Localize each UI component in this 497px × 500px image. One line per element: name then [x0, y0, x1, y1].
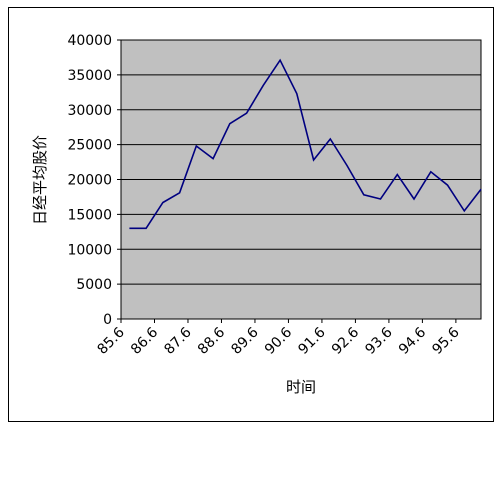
y-tick-label: 15000 [67, 207, 112, 223]
y-tick-label: 5000 [76, 277, 112, 293]
y-axis-ticks: 0 5000 10000 15000 20000 25000 30000 35000 40000 [67, 33, 121, 328]
x-axis-title: 时间 [286, 378, 316, 396]
series-line [129, 58, 482, 230]
y-tick-label: 10000 [67, 242, 112, 258]
y-tick-label: 40000 [67, 33, 112, 49]
y-tick-label: 0 [103, 312, 112, 328]
y-tick-label: 35000 [67, 68, 112, 84]
y-axis-title: 日经平均股价 [31, 135, 49, 225]
y-tick-label: 30000 [67, 103, 112, 119]
gridlines [121, 74, 481, 285]
y-tick-label: 25000 [67, 138, 112, 154]
y-tick-label: 20000 [67, 173, 112, 189]
